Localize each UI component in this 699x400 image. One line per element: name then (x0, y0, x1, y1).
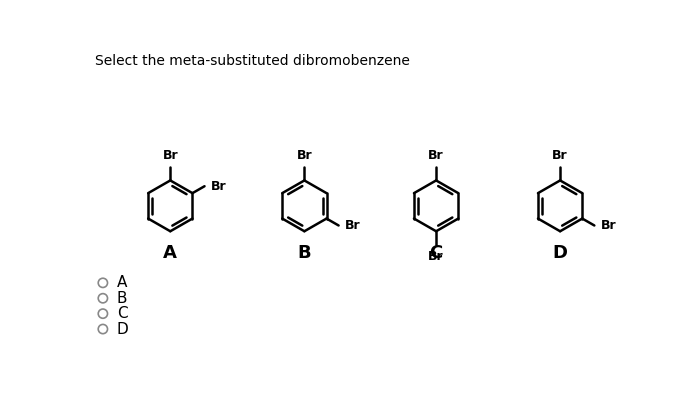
Text: A: A (164, 244, 178, 262)
Text: B: B (298, 244, 311, 262)
Text: D: D (117, 322, 129, 336)
Text: Br: Br (162, 149, 178, 162)
Text: Br: Br (428, 250, 444, 263)
Text: B: B (117, 291, 127, 306)
Text: Select the meta-substituted dibromobenzene: Select the meta-substituted dibromobenze… (95, 54, 410, 68)
Text: Br: Br (296, 149, 312, 162)
Text: Br: Br (428, 149, 444, 162)
Text: D: D (553, 244, 568, 262)
Text: Br: Br (600, 219, 617, 232)
Text: Br: Br (210, 180, 226, 193)
Text: Br: Br (552, 149, 568, 162)
Text: C: C (117, 306, 127, 321)
Text: C: C (429, 244, 442, 262)
Text: A: A (117, 275, 127, 290)
Text: Br: Br (345, 219, 361, 232)
